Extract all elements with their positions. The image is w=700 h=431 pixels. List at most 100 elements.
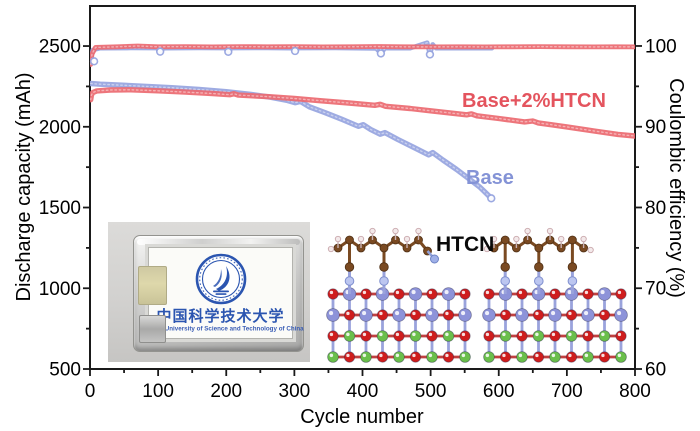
atom-highlight — [600, 290, 605, 295]
atom-highlight — [584, 290, 589, 295]
hydrogen-atom — [357, 235, 365, 243]
carbon-atom — [568, 235, 577, 245]
carbon-atom — [345, 235, 354, 245]
oxygen-atom — [409, 309, 422, 321]
hydrogen-atom — [415, 227, 422, 235]
atom-highlight — [518, 353, 523, 358]
hydrogen-atom — [587, 246, 594, 254]
oxygen-atom — [426, 330, 438, 342]
leg-carbon-atom — [344, 262, 355, 272]
atom-highlight — [362, 311, 367, 316]
university-name-chinese: 中国科学技术大学 — [156, 308, 285, 325]
atom-highlight — [329, 290, 334, 295]
hydrogen-atom — [392, 227, 399, 235]
crystal-slab-2 — [482, 287, 628, 363]
pouch-edge-highlight — [137, 239, 300, 245]
atom-highlight — [535, 332, 539, 337]
metal-atom — [581, 308, 595, 322]
series-ce-htcn — [90, 43, 635, 67]
atom-highlight — [485, 311, 490, 316]
ustc-logo-emblem — [195, 253, 246, 305]
series-label-base-htcn: Base+2%HTCN — [462, 90, 606, 112]
atom-highlight — [379, 332, 383, 337]
outlier-marker — [376, 49, 386, 58]
atom-highlight — [395, 353, 400, 358]
atom-highlight — [445, 311, 449, 316]
outlier-marker — [89, 57, 99, 66]
hydrogen-atom — [546, 227, 554, 235]
hydrogen-atom — [580, 235, 587, 243]
nitrogen-atom — [430, 254, 439, 264]
atom-highlight — [445, 332, 449, 337]
outlier-marker — [290, 46, 300, 56]
oxygen-atom — [565, 309, 578, 321]
atom-highlight — [617, 311, 622, 316]
oxygen-atom — [327, 330, 339, 342]
molecule-label-htcn: HTCN — [436, 233, 494, 256]
atom-highlight — [461, 353, 466, 358]
atom-highlight — [445, 353, 449, 358]
oxygen-atom — [376, 351, 389, 363]
carbon-atom — [379, 243, 389, 253]
atom-highlight — [395, 311, 400, 316]
atom-highlight — [346, 332, 350, 337]
atom-highlight — [412, 353, 416, 358]
oxygen-atom — [516, 288, 528, 300]
oxygen-atom — [499, 309, 512, 321]
lithium-atom — [516, 351, 528, 363]
oxygen-atom — [516, 330, 528, 342]
lithium-atom — [442, 330, 455, 342]
atom-highlight — [502, 332, 506, 337]
series-cap-htcn — [90, 87, 635, 139]
y-right-tick-label: 80 — [645, 198, 666, 219]
anchor-atom — [534, 276, 544, 286]
metal-atom — [515, 308, 529, 322]
anchor-atom — [344, 276, 355, 286]
metal-atom — [614, 308, 628, 322]
outlier-marker — [155, 47, 165, 56]
atom-highlight — [568, 353, 572, 358]
lithium-atom — [549, 351, 561, 363]
hydrogen-atom — [524, 227, 531, 235]
x-tick-label: 0 — [85, 381, 96, 402]
oxygen-atom — [426, 288, 438, 300]
y-left-tick-label: 2500 — [39, 37, 81, 58]
y-left-tick-label: 1500 — [39, 198, 81, 219]
oxygen-atom — [376, 309, 389, 321]
atom-highlight — [411, 290, 416, 295]
lithium-atom — [598, 330, 611, 342]
atom-highlight — [551, 311, 556, 316]
x-tick-label: 600 — [483, 381, 515, 402]
atom-highlight — [502, 353, 506, 358]
axis-ticks-group: 0 100 200 300 400 500 600 700 800 500 1000 1500 2000… — [39, 36, 677, 402]
outlier-marker — [425, 50, 435, 59]
university-name-english: University of Science and Technology of … — [164, 325, 304, 333]
ustc-logo — [195, 253, 247, 305]
x-tick-label: 800 — [619, 381, 651, 402]
metal-atom — [597, 287, 612, 301]
y-right-tick-label: 90 — [645, 117, 666, 138]
atom-highlight — [346, 353, 350, 358]
metal-atom — [458, 308, 472, 322]
molecule-diagram-group — [326, 227, 628, 363]
atom-highlight — [535, 311, 539, 316]
atom-highlight — [428, 332, 433, 337]
y-left-tick-label: 2000 — [39, 117, 81, 138]
hydrogen-atom — [327, 245, 335, 253]
carbon-atom — [500, 235, 510, 245]
htcn-molecule-2 — [483, 227, 594, 294]
oxygen-atom — [442, 309, 455, 321]
atom-highlight — [485, 353, 490, 358]
lithium-atom — [393, 351, 405, 363]
series-texture-cap-htcn — [90, 89, 635, 137]
oxygen-atom — [393, 330, 405, 342]
y-right-tick-label: 60 — [645, 360, 666, 381]
atom-highlight — [584, 311, 589, 316]
atom-highlight — [412, 311, 416, 316]
series-label-base: Base — [466, 167, 514, 189]
hydrogen-atom — [513, 235, 520, 243]
oxygen-atom — [499, 351, 512, 363]
y-left-tick-label: 500 — [49, 360, 81, 381]
